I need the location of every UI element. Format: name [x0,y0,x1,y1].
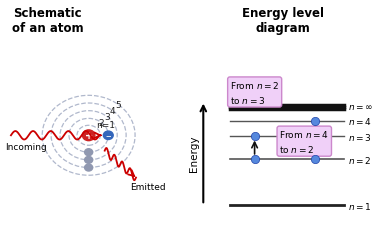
Text: Schematic
of an atom: Schematic of an atom [12,7,83,35]
Text: From $n = 4$
to $n = 2$: From $n = 4$ to $n = 2$ [279,129,329,154]
Text: 2: 2 [98,118,104,127]
Text: +: + [85,131,93,141]
Circle shape [85,157,93,164]
Text: $n = 2$: $n = 2$ [348,154,371,165]
Text: –: – [106,131,111,141]
Circle shape [85,164,93,171]
Text: $n = \infty$: $n = \infty$ [348,103,373,112]
Text: From $n = 2$
to $n = 3$: From $n = 2$ to $n = 3$ [230,80,279,105]
Text: n=1: n=1 [96,121,115,130]
Text: Energy level
diagram: Energy level diagram [242,7,324,35]
Text: Emitted: Emitted [130,182,165,191]
Text: 3: 3 [104,112,110,122]
Text: Incoming: Incoming [5,142,47,151]
Text: 5: 5 [116,101,121,110]
Text: Energy: Energy [189,135,199,171]
Circle shape [82,130,95,141]
Circle shape [103,131,113,140]
Text: $n = 3$: $n = 3$ [348,131,372,142]
Text: $n = 4$: $n = 4$ [348,116,372,127]
Text: $n = 1$: $n = 1$ [348,200,371,211]
Text: 4: 4 [110,107,116,116]
Circle shape [85,149,93,156]
